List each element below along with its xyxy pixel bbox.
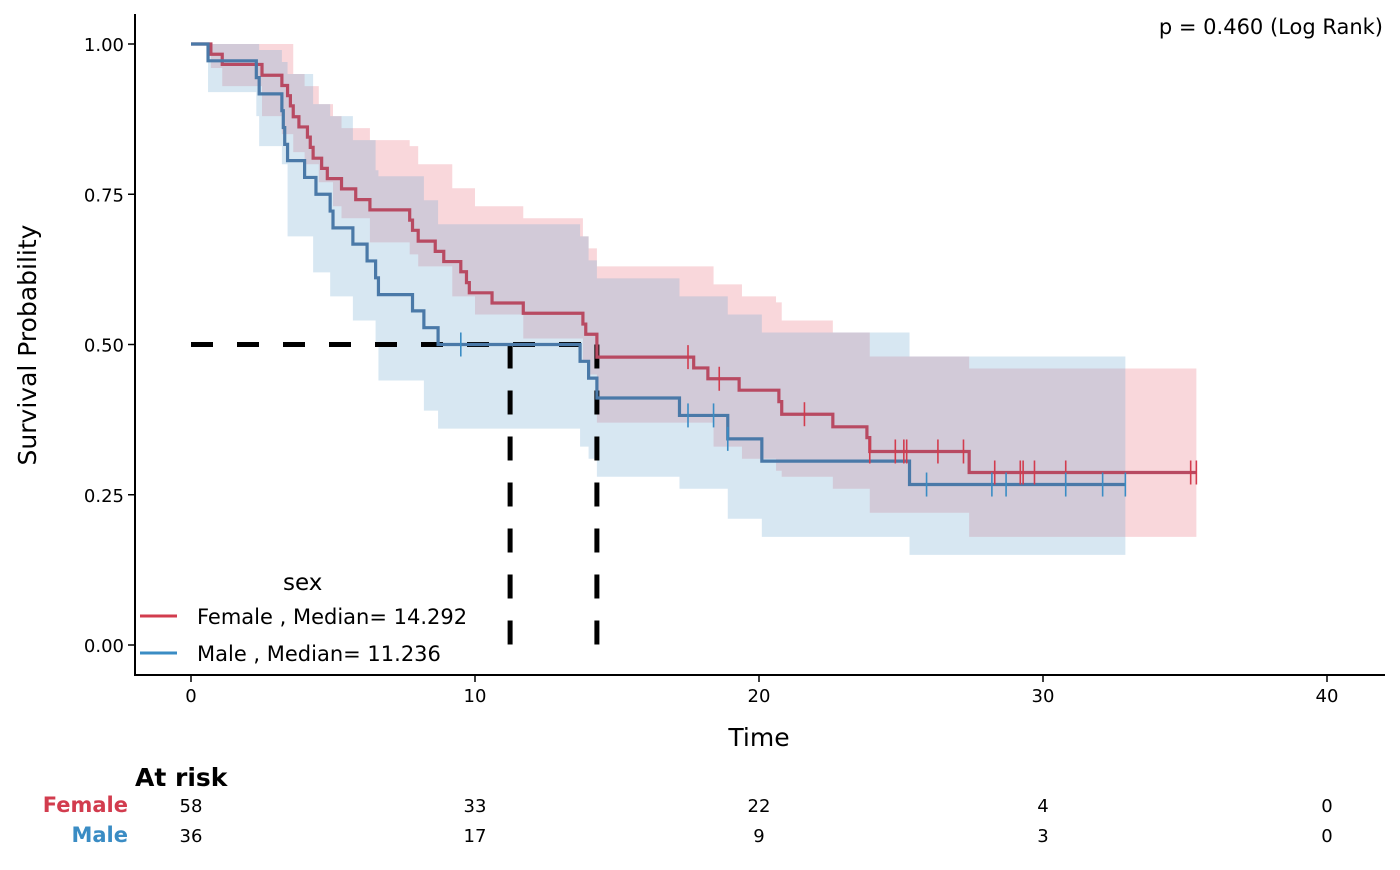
y-tick-label: 0.00 [84,636,124,657]
x-axis-label: Time [727,723,789,752]
legend: sex Female , Median= 14.292 Male , Media… [140,570,467,666]
survival-curve-male [191,42,1126,487]
x-tick-label: 10 [464,686,487,707]
p-value-annotation: p = 0.460 (Log Rank) [1159,15,1383,39]
y-tick-label: 1.00 [84,35,124,56]
ci-band-male [191,44,1126,555]
legend-label-female: Female , Median= 14.292 [197,605,467,629]
ci-band-female [191,44,1197,537]
at-risk-label-female: Female [43,793,128,817]
at-risk-count-male: 36 [180,826,203,847]
at-risk-count-male: 9 [753,826,764,847]
censor-marks [459,332,1198,497]
at-risk-count-female: 0 [1321,796,1332,817]
survival-curve-female [191,42,1197,475]
x-tick-label: 0 [185,686,196,707]
at-risk-count-female: 22 [748,796,771,817]
at-risk-count-female: 58 [180,796,203,817]
at-risk-count-male: 17 [464,826,487,847]
y-tick-label: 0.75 [84,185,124,206]
at-risk-title: At risk [135,763,229,792]
at-risk-count-female: 4 [1037,796,1048,817]
y-tick-label: 0.50 [84,336,124,357]
at-risk-count-female: 33 [464,796,487,817]
y-tick-label: 0.25 [84,486,124,507]
at-risk-counts: 58 33 22 4 0 36 17 9 3 0 [180,796,1333,847]
x-tick-label: 20 [748,686,771,707]
confidence-bands [191,44,1197,555]
y-axis-label: Survival Probability [13,224,42,465]
x-tick-label: 40 [1316,686,1339,707]
survival-curves [191,42,1197,487]
at-risk-count-male: 3 [1037,826,1048,847]
ticks: 0 10 20 30 40 0.00 0.25 0.50 0.75 1.00 [84,35,1339,707]
at-risk-table: At risk Female Male 58 33 22 4 0 36 17 9 3 0 [43,763,1333,847]
legend-label-male: Male , Median= 11.236 [197,642,441,666]
at-risk-count-male: 0 [1321,826,1332,847]
legend-title: sex [283,570,322,596]
at-risk-label-male: Male [71,823,128,847]
x-tick-label: 30 [1032,686,1055,707]
